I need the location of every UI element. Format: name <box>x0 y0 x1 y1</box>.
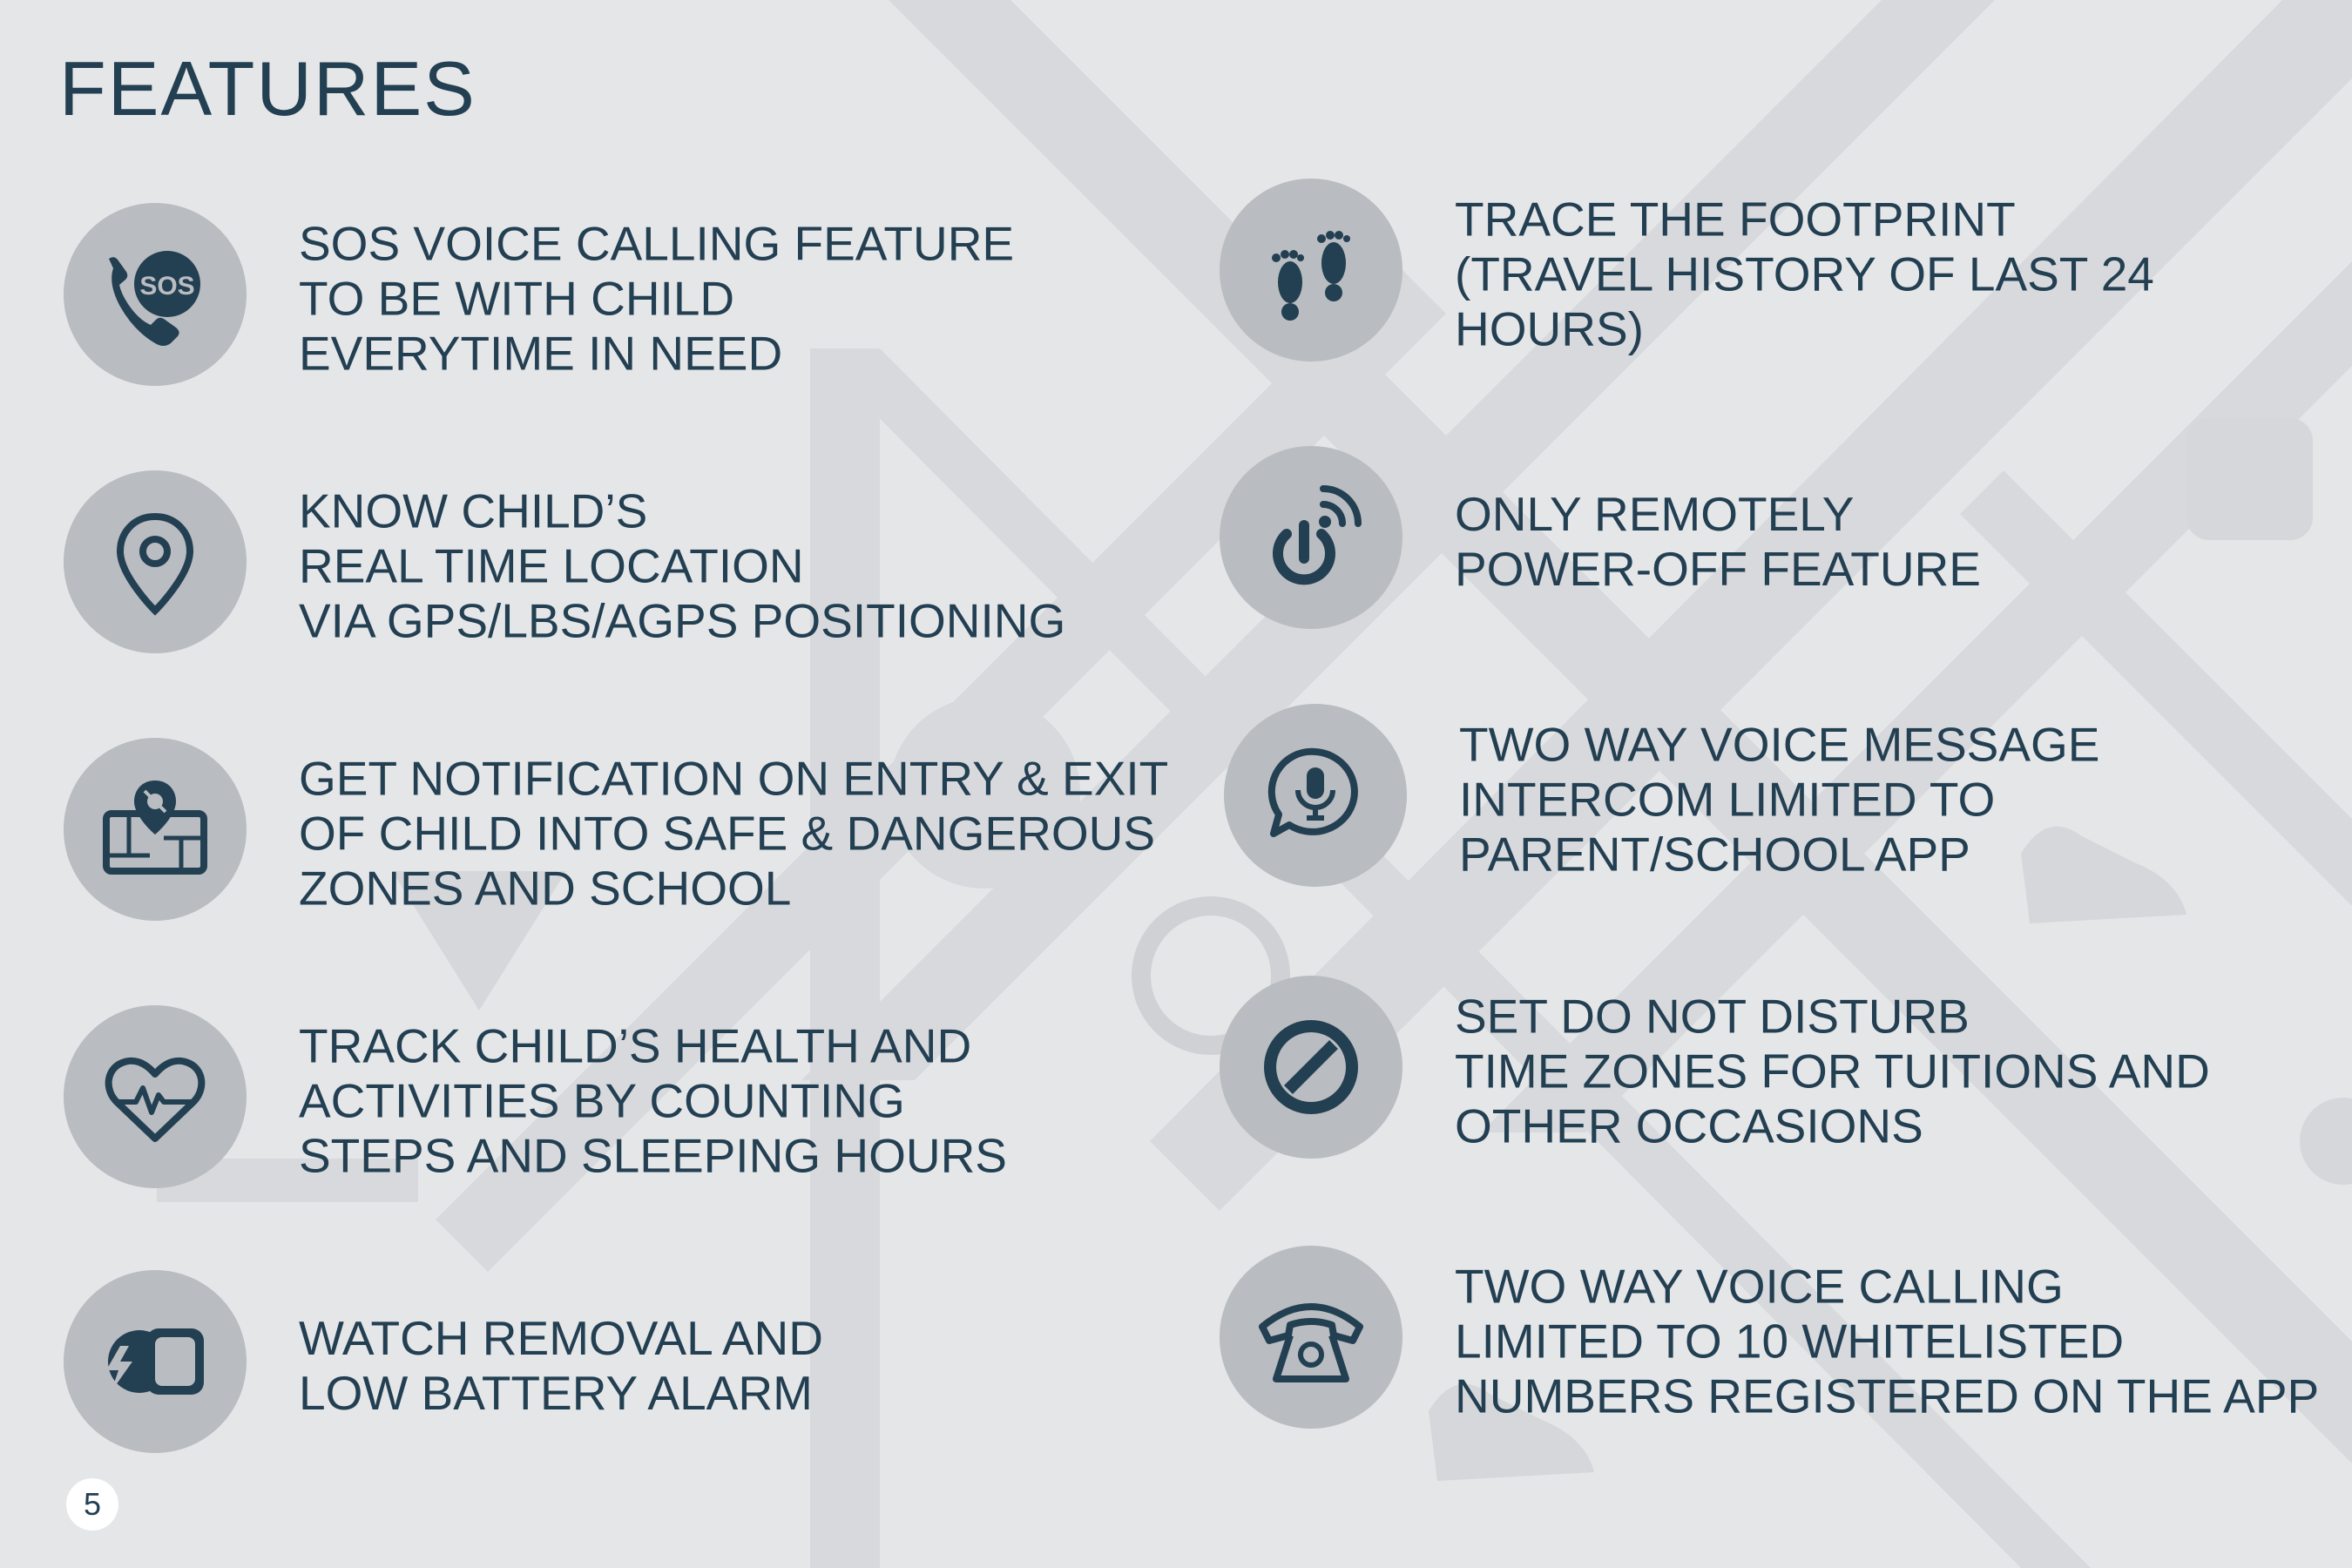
feature-line: VIA GPS/LBS/AGPS POSITIONING <box>299 593 1066 648</box>
icon-circle <box>1224 704 1407 887</box>
icon-circle <box>64 1270 247 1453</box>
icon-circle: SOS <box>64 203 247 386</box>
feature-geofence-notification: GET NOTIFICATION ON ENTRY & EXIT OF CHIL… <box>64 738 1196 929</box>
do-not-disturb-icon <box>1264 1020 1358 1114</box>
feature-line: KNOW CHILD’S <box>299 483 648 538</box>
page-number: 5 <box>66 1478 118 1531</box>
page-title: FEATURES <box>59 45 476 132</box>
feature-line: POWER-OFF FEATURE <box>1455 542 1981 596</box>
icon-circle <box>64 738 247 921</box>
feature-line: TWO WAY VOICE CALLING <box>1455 1259 2064 1314</box>
feature-line: STEPS AND SLEEPING HOURS <box>299 1128 1007 1183</box>
feature-line: WATCH REMOVAL AND <box>299 1311 823 1365</box>
icon-circle <box>64 1005 247 1188</box>
feature-text: SOS VOICE CALLING FEATURE TO BE WITH CHI… <box>299 217 1014 382</box>
feature-text: ONLY REMOTELY POWER-OFF FEATURE <box>1455 487 1981 597</box>
icon-circle <box>1220 446 1402 629</box>
feature-line: EVERYTIME IN NEED <box>299 326 783 381</box>
feature-line: LOW BATTERY ALARM <box>299 1366 813 1420</box>
feature-line: (TRAVEL HISTORY OF LAST 24 <box>1455 247 2154 301</box>
feature-line: PARENT/SCHOOL APP <box>1459 827 1970 882</box>
feature-text: TRACE THE FOOTPRINT (TRAVEL HISTORY OF L… <box>1455 193 2154 357</box>
feature-text: GET NOTIFICATION ON ENTRY & EXIT OF CHIL… <box>299 752 1168 916</box>
feature-trace-footprint: TRACE THE FOOTPRINT (TRAVEL HISTORY OF L… <box>1220 179 2352 370</box>
feature-real-time-location: KNOW CHILD’S REAL TIME LOCATION VIA GPS/… <box>64 470 1196 662</box>
feature-line: OF CHILD INTO SAFE & DANGEROUS <box>299 806 1156 861</box>
feature-line: INTERCOM LIMITED TO <box>1459 772 1996 827</box>
feature-line: NUMBERS REGISTERED ON THE APP <box>1455 1369 2320 1423</box>
location-pin-icon <box>116 512 194 616</box>
feature-text: KNOW CHILD’S REAL TIME LOCATION VIA GPS/… <box>299 484 1065 649</box>
feature-line: TO BE WITH CHILD <box>299 271 735 326</box>
feature-line: TIME ZONES FOR TUITIONS AND <box>1455 1044 2210 1098</box>
icon-circle <box>1220 976 1402 1159</box>
feature-line: ACTIVITIES BY COUNTING <box>299 1073 905 1128</box>
footprints-icon <box>1272 231 1350 321</box>
feature-line: TRACK CHILD’S HEALTH AND <box>299 1018 972 1073</box>
remote-power-icon <box>1273 485 1362 585</box>
feature-line: ZONES AND SCHOOL <box>299 861 792 916</box>
feature-voice-message: TWO WAY VOICE MESSAGE INTERCOM LIMITED T… <box>1224 704 2352 896</box>
feature-do-not-disturb: SET DO NOT DISTURB TIME ZONES FOR TUITIO… <box>1220 976 2352 1167</box>
feature-line: REAL TIME LOCATION <box>299 538 804 593</box>
feature-health-tracking: TRACK CHILD’S HEALTH AND ACTIVITIES BY C… <box>64 1005 1196 1197</box>
feature-line: HOURS) <box>1455 301 1644 356</box>
geofence-map-icon <box>103 781 207 875</box>
feature-line: GET NOTIFICATION ON ENTRY & EXIT <box>299 751 1169 806</box>
feature-text: SET DO NOT DISTURB TIME ZONES FOR TUITIO… <box>1455 990 2210 1154</box>
telephone-icon <box>1259 1303 1363 1382</box>
watch-alarm-icon <box>106 1328 204 1395</box>
svg-text:SOS: SOS <box>139 272 194 301</box>
feature-text: TWO WAY VOICE CALLING LIMITED TO 10 WHIT… <box>1455 1260 2319 1424</box>
feature-watch-removal-alarm: WATCH REMOVAL AND LOW BATTERY ALARM <box>64 1270 1196 1462</box>
feature-line: SOS VOICE CALLING FEATURE <box>299 216 1015 271</box>
feature-line: SET DO NOT DISTURB <box>1455 989 1970 1044</box>
feature-text: TRACK CHILD’S HEALTH AND ACTIVITIES BY C… <box>299 1019 1007 1184</box>
feature-text: WATCH REMOVAL AND LOW BATTERY ALARM <box>299 1311 823 1421</box>
feature-line: LIMITED TO 10 WHITELISTED <box>1455 1314 2125 1369</box>
feature-line: TRACE THE FOOTPRINT <box>1455 192 2016 247</box>
heart-pulse-icon <box>105 1057 206 1142</box>
feature-voice-calling: TWO WAY VOICE CALLING LIMITED TO 10 WHIT… <box>1220 1246 2352 1437</box>
icon-circle <box>64 470 247 653</box>
feature-sos-calling: SOS SOS VOICE CALLING FEATURE TO BE WITH… <box>64 203 1196 395</box>
voice-message-icon <box>1267 747 1358 837</box>
feature-line: TWO WAY VOICE MESSAGE <box>1459 717 2100 772</box>
feature-remote-power-off: ONLY REMOTELY POWER-OFF FEATURE <box>1220 446 2352 638</box>
icon-circle <box>1220 179 1402 362</box>
icon-circle <box>1220 1246 1402 1429</box>
sos-phone-icon: SOS <box>109 251 200 346</box>
feature-line: ONLY REMOTELY <box>1455 487 1855 541</box>
feature-text: TWO WAY VOICE MESSAGE INTERCOM LIMITED T… <box>1459 718 2099 882</box>
feature-line: OTHER OCCASIONS <box>1455 1098 1923 1153</box>
